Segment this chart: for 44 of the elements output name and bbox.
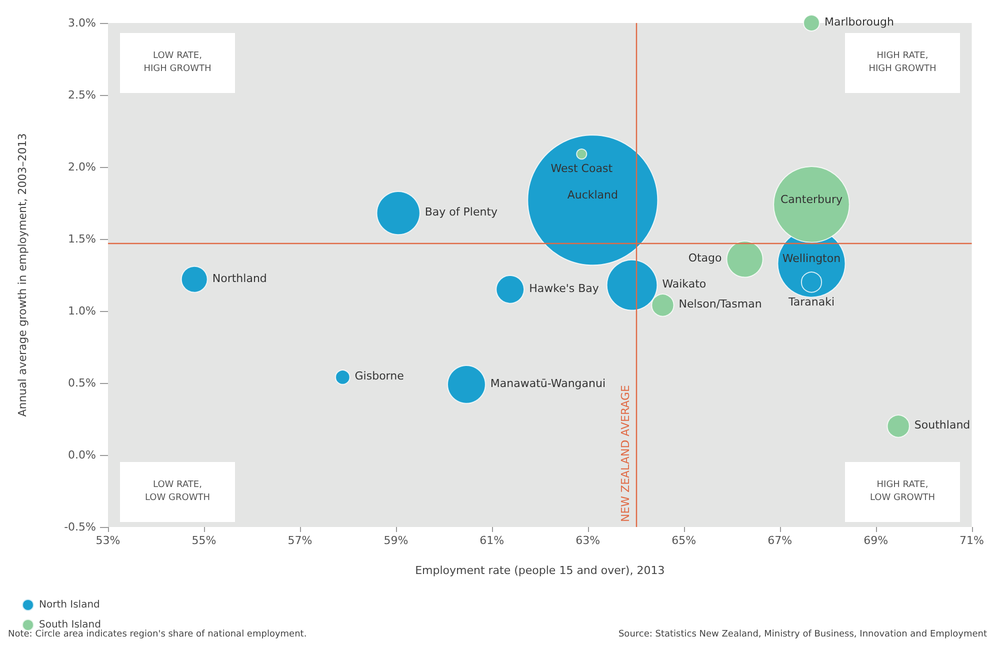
y-tick-label: 1.0% bbox=[68, 304, 96, 318]
y-tick-label: 0.5% bbox=[68, 376, 96, 390]
x-tick-label: 57% bbox=[288, 534, 312, 547]
y-tick-label: -0.5% bbox=[64, 520, 96, 534]
legend-label: South Island bbox=[39, 620, 101, 630]
label-box: LOW RATE, HIGH GROWTH bbox=[120, 33, 235, 93]
text: Note: Circle area indicates region's share of national employment. bbox=[8, 630, 307, 640]
y-tick-label: 0.0% bbox=[68, 448, 96, 462]
annotation: Gisborne bbox=[354, 370, 404, 383]
annotation: Waikato bbox=[662, 278, 706, 291]
annotation: Canterbury bbox=[780, 192, 843, 206]
y-axis-title: Annual average growth in employment, 2003–2013 bbox=[16, 133, 29, 417]
y-tick-label: 3.0% bbox=[68, 16, 96, 30]
annotation: Bay of Plenty bbox=[424, 206, 498, 219]
annotation: Hawke's Bay bbox=[529, 282, 600, 295]
source-note: Source: Statistics New Zealand, Ministry of Business, Innovation and Employment bbox=[618, 630, 988, 640]
annotation: Taranaki bbox=[787, 295, 835, 308]
x-axis-title: Employment rate (people 15 and over), 2013 bbox=[415, 564, 665, 577]
label-box: HIGH RATE, LOW GROWTH bbox=[845, 462, 960, 522]
annotation: Wellington bbox=[782, 252, 841, 265]
label-box: HIGH RATE, HIGH GROWTH bbox=[845, 33, 960, 93]
x-tick-label: 61% bbox=[480, 534, 504, 547]
annotation: West Coast bbox=[550, 162, 614, 176]
annotation: Northland bbox=[212, 272, 267, 285]
annotation: Auckland bbox=[567, 188, 618, 202]
x-tick-label: 71% bbox=[960, 534, 984, 547]
x-tick-label: 59% bbox=[384, 534, 408, 547]
y-tick-label: 2.5% bbox=[68, 88, 96, 102]
x-tick-label: 69% bbox=[864, 534, 888, 547]
annotation: Marlborough bbox=[824, 16, 894, 28]
annotation: Manawatū-Wanganui bbox=[490, 376, 606, 390]
label-box: LOW RATE, LOW GROWTH bbox=[120, 462, 235, 522]
y-tick-label: 1.5% bbox=[68, 232, 96, 246]
y-tick-label: 2.0% bbox=[68, 160, 96, 174]
annotation: Nelson/Tasman bbox=[678, 298, 762, 311]
x-tick-label: 65% bbox=[672, 534, 696, 547]
x-tick-label: 53% bbox=[96, 534, 120, 547]
annotation: Southland bbox=[914, 418, 970, 432]
ref-line-label: NEW ZEALAND AVERAGE bbox=[618, 384, 632, 522]
legend-label: North Island bbox=[39, 600, 100, 610]
annotation: Otago bbox=[688, 252, 722, 265]
x-tick-label: 55% bbox=[192, 534, 216, 547]
x-tick-label: 67% bbox=[768, 534, 792, 547]
x-tick-label: 63% bbox=[576, 534, 600, 547]
